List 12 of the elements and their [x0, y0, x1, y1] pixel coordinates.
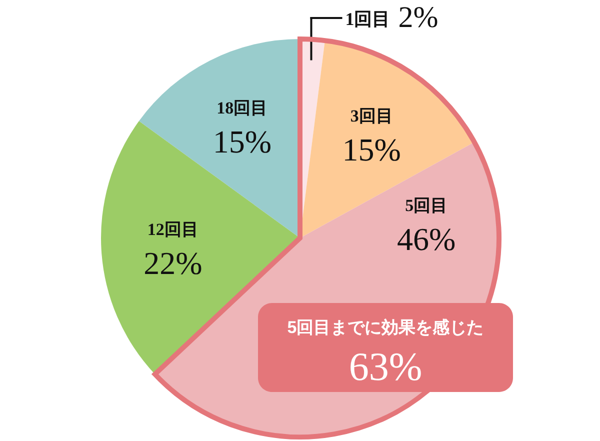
slice-label: 12回目 — [147, 220, 198, 239]
slice-label: 1回目 — [345, 9, 390, 29]
data-label: 2% — [398, 1, 438, 34]
slice-label: 5回目 — [405, 196, 448, 215]
data-label: 46% — [397, 220, 456, 257]
pie-slice — [139, 39, 300, 238]
data-label: 22% — [144, 244, 202, 281]
data-label: 15% — [212, 124, 272, 160]
slice-label: 18回目 — [216, 98, 268, 118]
slice-label: 3回目 — [350, 106, 393, 126]
data-label: 15% — [342, 132, 401, 168]
text: 5回目までに効果を感じた 63% — [287, 318, 484, 389]
